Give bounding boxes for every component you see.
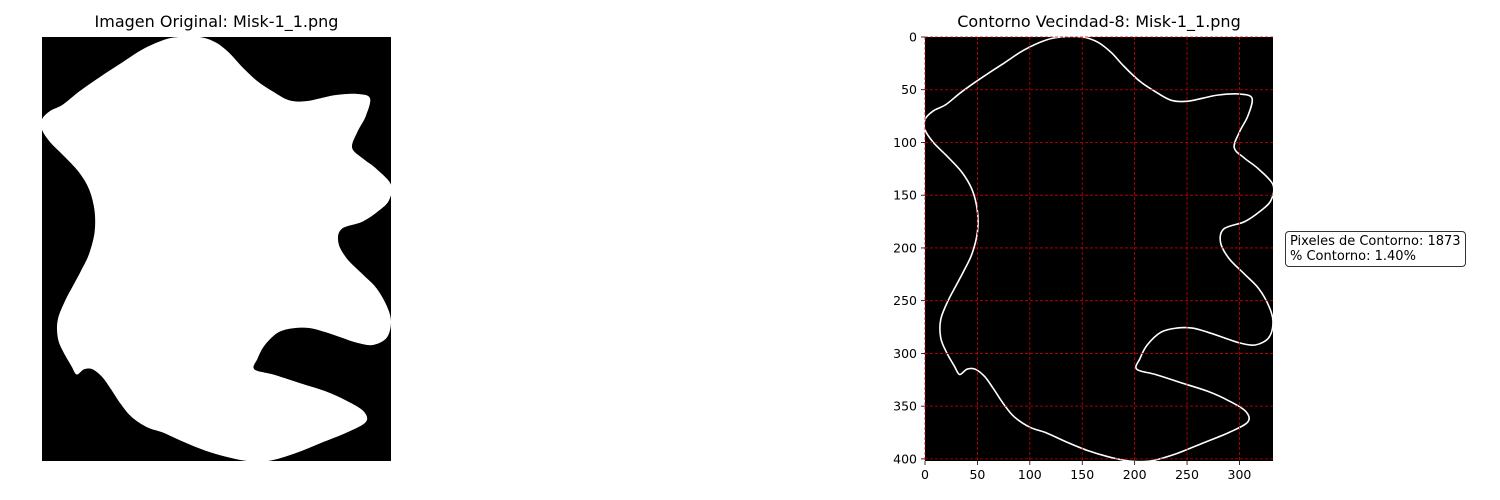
left-panel-title: Imagen Original: Misk-1_1.png: [94, 12, 339, 31]
contour-info-box: Pixeles de Contorno: 1873 % Contorno: 1.…: [1285, 231, 1466, 267]
contour-pixels-text: Pixeles de Contorno: 1873: [1290, 234, 1461, 249]
contour-image-panel: 0 50 100 150 200 250 300 0 50 100 150 200 250 300 350 4…: [893, 30, 1275, 483]
contour-line: [923, 35, 1275, 463]
original-image-panel: [40, 36, 392, 462]
original-mask-shape: [40, 36, 392, 462]
y-tick-label-0: 0: [909, 30, 917, 45]
right-panel-title: Contorno Vecindad-8: Misk-1_1.png: [957, 12, 1241, 31]
x-tick-label-150: 150: [1070, 467, 1094, 482]
y-tick-label-200: 200: [893, 240, 917, 255]
x-tick-label-50: 50: [969, 467, 985, 482]
y-tick-label-350: 350: [893, 399, 917, 414]
y-tick-label-400: 400: [893, 451, 917, 466]
x-tick-label-250: 250: [1175, 467, 1199, 482]
y-tick-label-250: 250: [893, 293, 917, 308]
axis-ticks: 0 50 100 150 200 250 300 0 50 100 150 200 250 300 350 4…: [893, 30, 1251, 483]
contour-percent-text: % Contorno: 1.40%: [1290, 249, 1416, 264]
x-tick-label-100: 100: [1018, 467, 1042, 482]
contour-image-background: [925, 37, 1273, 461]
x-tick-label-300: 300: [1228, 467, 1252, 482]
y-tick-label-100: 100: [893, 135, 917, 150]
y-tick-label-50: 50: [901, 82, 917, 97]
y-tick-label-150: 150: [893, 188, 917, 203]
x-tick-label-200: 200: [1123, 467, 1147, 482]
x-tick-label-0: 0: [921, 467, 929, 482]
y-tick-label-300: 300: [893, 346, 917, 361]
grid-lines: [924, 36, 1273, 461]
